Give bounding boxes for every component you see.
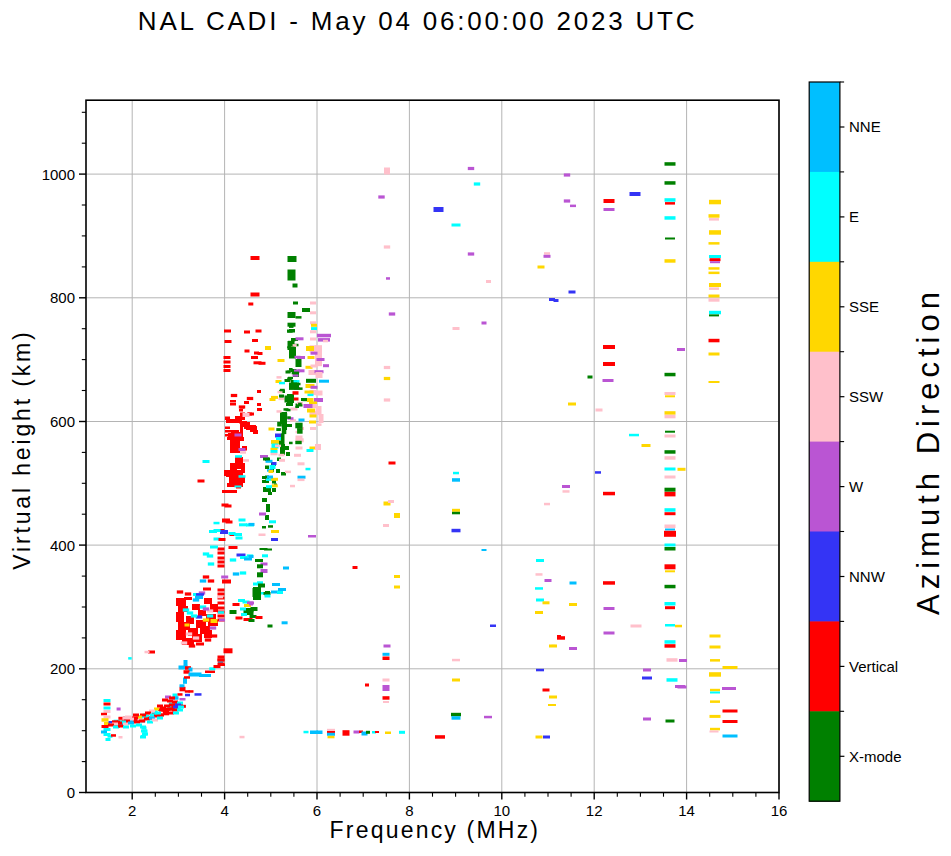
svg-text:SSE: SSE [849,298,879,315]
svg-text:NNW: NNW [849,568,886,585]
svg-text:NNE: NNE [849,118,881,135]
svg-text:200: 200 [50,660,75,677]
svg-text:SSW: SSW [849,388,884,405]
svg-text:600: 600 [50,413,75,430]
svg-text:0: 0 [67,784,75,801]
svg-text:12: 12 [586,802,603,819]
svg-text:W: W [849,478,864,495]
svg-text:16: 16 [771,802,788,819]
svg-text:6: 6 [313,802,321,819]
svg-text:2: 2 [128,802,136,819]
svg-text:14: 14 [678,802,695,819]
svg-text:Frequency (MHz): Frequency (MHz) [330,817,541,843]
svg-text:1000: 1000 [42,166,75,183]
svg-text:400: 400 [50,537,75,554]
svg-text:Azimuth Direction: Azimuth Direction [911,287,946,615]
svg-text:NAL CADI - May 04 06:00:00 202: NAL CADI - May 04 06:00:00 2023 UTC [138,6,697,36]
svg-text:800: 800 [50,289,75,306]
svg-text:E: E [849,208,859,225]
svg-text:4: 4 [220,802,228,819]
svg-text:Vertical: Vertical [849,658,898,675]
svg-text:X-mode: X-mode [849,748,902,765]
svg-text:Virtual height (km): Virtual height (km) [9,329,35,569]
